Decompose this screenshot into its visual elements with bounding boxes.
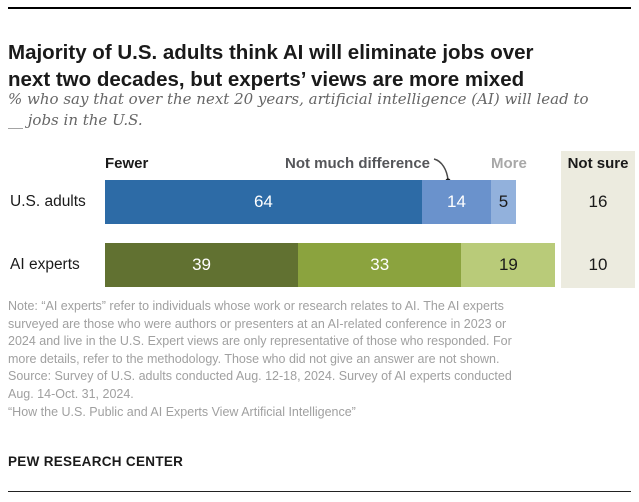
row-label-ai-experts: AI experts <box>10 256 80 273</box>
bottom-divider <box>8 491 631 492</box>
legend-not-much-difference: Not much difference <box>285 155 431 172</box>
bar-segment-more: 5 <box>491 180 516 224</box>
chart-subtitle: % who say that over the next 20 years, a… <box>8 90 589 129</box>
footnote-text: Note: “AI experts” refer to individuals … <box>8 299 512 419</box>
stacked-bar-chart: Fewer Not much difference More Not sure … <box>8 151 635 288</box>
top-divider <box>8 7 631 9</box>
bar-segment-not-much-difference: 14 <box>421 180 492 224</box>
bar-track: 39 33 19 <box>105 243 600 287</box>
legend-fewer: Fewer <box>105 155 149 172</box>
bar-segment-not-much-difference: 33 <box>298 243 462 287</box>
bar-row-u-s-adults: U.S. adults 64 14 5 <box>8 180 600 224</box>
page-title: Majority of U.S. adults think AI will el… <box>8 40 534 91</box>
legend-not-sure: Not sure <box>567 155 629 172</box>
not-sure-value-u-s-adults: 16 <box>588 192 608 211</box>
bar-track: 64 14 5 <box>105 180 600 224</box>
bar-row-ai-experts: AI experts 39 33 19 <box>8 243 600 287</box>
pew-research-center-wordmark: PEW RESEARCH CENTER <box>8 454 184 469</box>
legend-more: More <box>491 155 527 172</box>
bar-segment-more: 19 <box>461 243 556 287</box>
not-sure-column-bg <box>561 151 635 288</box>
row-label-u-s-adults: U.S. adults <box>10 193 86 210</box>
bar-segment-fewer: 64 <box>105 180 422 224</box>
not-sure-value-ai-experts: 10 <box>588 255 608 274</box>
bar-segment-fewer: 39 <box>105 243 299 287</box>
